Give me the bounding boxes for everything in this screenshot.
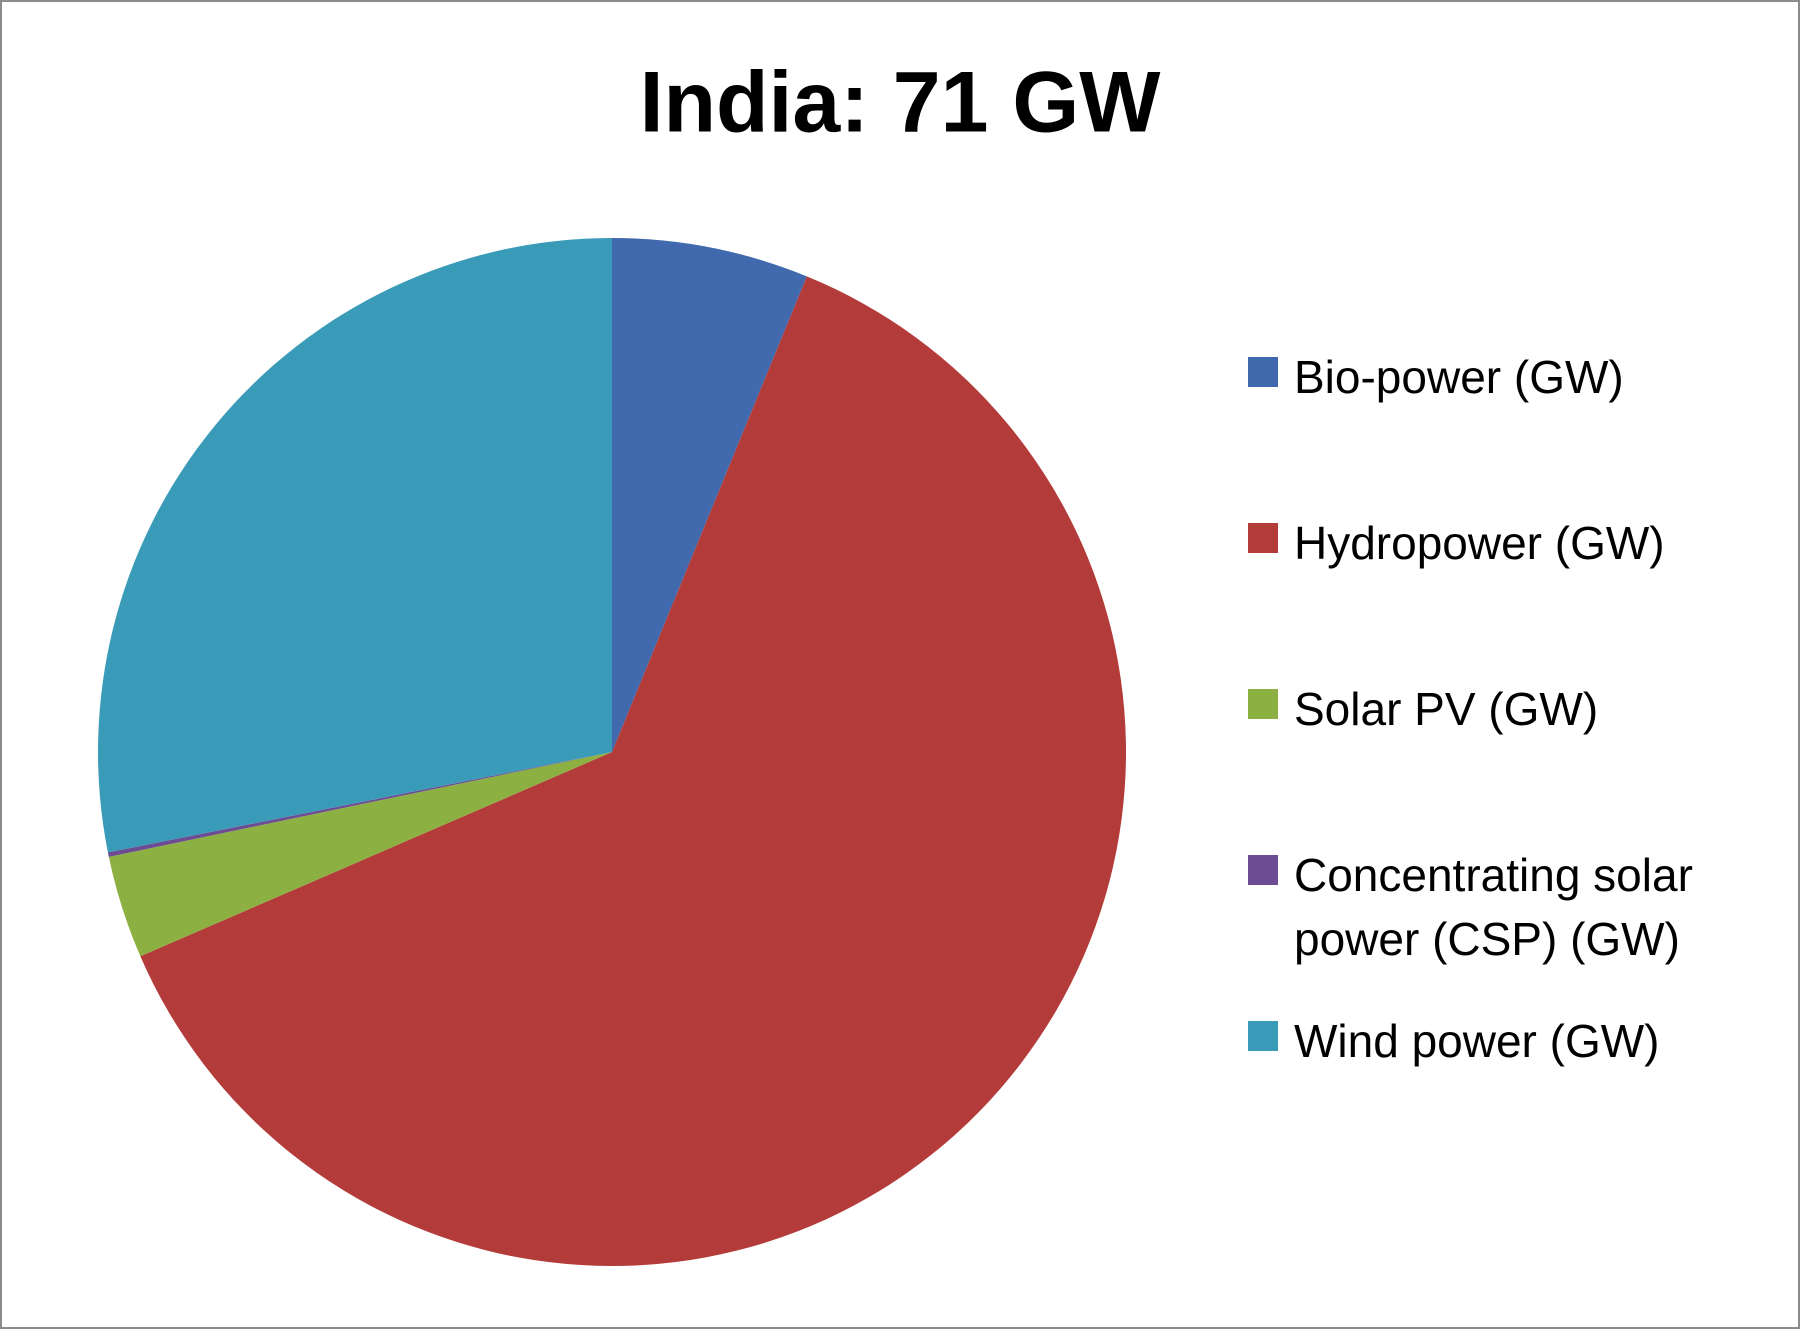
legend-label: Wind power (GW)	[1294, 1015, 1660, 1067]
legend-item: Wind power (GW)	[1248, 1009, 1748, 1073]
legend-label: Bio-power (GW)	[1294, 351, 1624, 403]
chart-title: India: 71 GW	[640, 55, 1162, 151]
legend-label: Hydropower (GW)	[1294, 517, 1665, 569]
legend-swatch	[1248, 523, 1278, 553]
legend-label: Solar PV (GW)	[1294, 683, 1599, 735]
legend-swatch	[1248, 689, 1278, 719]
pie-slice	[107, 752, 612, 857]
legend-item: Concentrating solar power (CSP) (GW)	[1248, 843, 1748, 971]
pie-slice	[140, 276, 1126, 1266]
legend-swatch	[1248, 1021, 1278, 1051]
pie-slice	[97, 238, 612, 853]
legend: Bio-power (GW) Hydropower (GW) Solar PV (G…	[1248, 345, 1748, 1175]
legend-item: Hydropower (GW)	[1248, 511, 1748, 575]
pie-slice	[108, 752, 613, 957]
legend-swatch	[1248, 357, 1278, 387]
legend-swatch	[1248, 855, 1278, 885]
pie-slice	[612, 238, 807, 752]
legend-item: Solar PV (GW)	[1248, 677, 1748, 741]
legend-item: Bio-power (GW)	[1248, 345, 1748, 409]
legend-label: Concentrating solar power (CSP) (GW)	[1294, 849, 1693, 965]
